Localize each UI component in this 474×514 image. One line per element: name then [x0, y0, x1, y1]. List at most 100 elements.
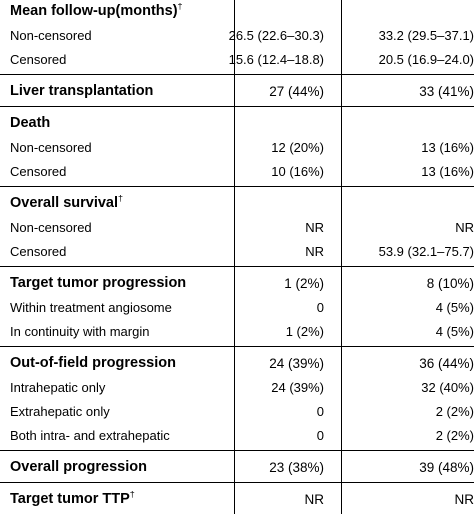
footnote-marker: † [129, 491, 135, 500]
row-label: Mean follow-up(months) [10, 3, 178, 19]
group2-value-cell: 36 (44%) [419, 355, 474, 371]
group2-value-cell: 4 (5%) [435, 299, 474, 315]
row-label: Non-censored [10, 27, 92, 43]
table-row-header: Liver transplantation 27 (44%) 33 (41%) [0, 79, 474, 103]
table-row: Extrahepatic only 0 2 (2%) [0, 399, 474, 423]
row-label: Extrahepatic only [10, 403, 110, 419]
table-row: Intrahepatic only 24 (39%) 32 (40%) [0, 375, 474, 399]
group2-value-cell: 2 (2%) [435, 427, 474, 443]
table-row: Non-censored 26.5 (22.6–30.3) 33.2 (29.5–3… [0, 23, 474, 47]
group1-value-cell: 26.5 (22.6–30.3) [228, 27, 324, 43]
row-label: Censored [10, 243, 67, 259]
row-label: Non-censored [10, 219, 92, 235]
row-label-cell: Non-censored [0, 28, 224, 43]
table-section: Death Non-censored 12 (20%) 13 (16%) Censore… [0, 106, 474, 186]
group1-value-cell: 1 (2%) [285, 323, 324, 339]
group2-value-cell: NR [454, 491, 474, 507]
row-label-cell: Non-censored [0, 140, 224, 155]
row-label-cell: Intrahepatic only [0, 380, 224, 395]
footnote-marker: † [118, 195, 124, 204]
table-section: Overall progression 23 (38%) 39 (48%) [0, 450, 474, 482]
table-section: Out-of-field progression 24 (39%) 36 (44%)… [0, 346, 474, 450]
row-label: Both intra- and extrahepatic [10, 427, 170, 443]
row-label-cell: Non-censored [0, 220, 224, 235]
row-label-cell: Both intra- and extrahepatic [0, 428, 224, 443]
group2-value-cell: 20.5 (16.9–24.0) [378, 51, 474, 67]
row-label: Censored [10, 163, 67, 179]
row-label: Liver transplantation [10, 83, 154, 99]
row-label-cell: Target tumor progression [0, 275, 224, 291]
row-label-cell: Target tumor TTP† [0, 491, 224, 507]
table-section: Target tumor progression 1 (2%) 8 (10%) Wit… [0, 266, 474, 346]
row-label: Target tumor progression [10, 275, 187, 291]
row-label: In continuity with margin [10, 323, 150, 339]
table-row-header: Target tumor TTP† NR NR [0, 487, 474, 511]
group2-value-cell: 33 (41%) [419, 83, 474, 99]
group1-value-cell: 0 [316, 403, 324, 419]
row-label-cell: Within treatment angiosome [0, 300, 224, 315]
footnote-marker: † [177, 3, 183, 12]
row-label: Non-censored [10, 139, 92, 155]
table-row: Non-censored 12 (20%) 13 (16%) [0, 135, 474, 159]
group2-value-cell: 39 (48%) [419, 459, 474, 475]
table-section: Liver transplantation 27 (44%) 33 (41%) [0, 74, 474, 106]
row-label-cell: Out-of-field progression [0, 355, 224, 371]
table-row-header: Mean follow-up(months)† [0, 0, 474, 23]
row-label: Censored [10, 51, 67, 67]
group1-value-cell: 24 (39%) [269, 355, 324, 371]
table-row: Censored 15.6 (12.4–18.8) 20.5 (16.9–24.0) [0, 47, 474, 71]
row-label: Within treatment angiosome [10, 299, 172, 315]
table-row-header: Overall progression 23 (38%) 39 (48%) [0, 455, 474, 479]
table-row-header: Overall survival† [0, 191, 474, 215]
group2-value-cell: 8 (10%) [426, 275, 474, 291]
table-row: Both intra- and extrahepatic 0 2 (2%) [0, 423, 474, 447]
row-label-cell: Death [0, 115, 224, 131]
table-row: Within treatment angiosome 0 4 (5%) [0, 295, 474, 319]
group2-value-cell: 4 (5%) [435, 323, 474, 339]
group1-value-cell: 24 (39%) [271, 379, 324, 395]
row-label-cell: Liver transplantation [0, 83, 224, 99]
group1-value-cell: 0 [316, 299, 324, 315]
group1-value-cell: 23 (38%) [269, 459, 324, 475]
column-divider [234, 0, 235, 514]
column-divider [341, 0, 342, 514]
row-label-cell: Extrahepatic only [0, 404, 224, 419]
group2-value-cell: 32 (40%) [421, 379, 474, 395]
table-section: Mean follow-up(months)† Non-censored 26.5 … [0, 0, 474, 74]
group1-value-cell: NR [305, 219, 324, 235]
table-row: In continuity with margin 1 (2%) 4 (5%) [0, 319, 474, 343]
group1-value-cell: NR [305, 243, 324, 259]
table-row: Non-censored NR NR [0, 215, 474, 239]
group2-value-cell: 53.9 (32.1–75.7) [378, 243, 474, 259]
row-label: Intrahepatic only [10, 379, 106, 395]
group2-value-cell: 2 (2%) [435, 403, 474, 419]
row-label-cell: Overall progression [0, 459, 224, 475]
group1-value-cell: 27 (44%) [269, 83, 324, 99]
group1-value-cell: 15.6 (12.4–18.8) [228, 51, 324, 67]
row-label: Overall survival [10, 195, 119, 211]
table-row-header: Out-of-field progression 24 (39%) 36 (44%) [0, 351, 474, 375]
group2-value-cell: 33.2 (29.5–37.1) [378, 27, 474, 43]
group2-value-cell: NR [455, 219, 474, 235]
group2-value-cell: 13 (16%) [421, 163, 474, 179]
row-label-cell: Overall survival† [0, 195, 224, 211]
group1-value-cell: 12 (20%) [271, 139, 324, 155]
row-label: Overall progression [10, 459, 147, 475]
table-row-header: Target tumor progression 1 (2%) 8 (10%) [0, 271, 474, 295]
group1-value-cell: 0 [316, 427, 324, 443]
row-label-cell: Censored [0, 164, 224, 179]
row-label: Out-of-field progression [10, 355, 176, 371]
table-row: Censored 10 (16%) 13 (16%) [0, 159, 474, 183]
table-section: Overall survival† Non-censored NR NR Censore… [0, 186, 474, 266]
row-label-cell: In continuity with margin [0, 324, 224, 339]
group1-value-cell: 1 (2%) [284, 275, 324, 291]
row-label: Target tumor TTP [10, 491, 130, 507]
row-label-cell: Censored [0, 52, 224, 67]
group1-value-cell: NR [304, 491, 325, 507]
table-row: Censored NR 53.9 (32.1–75.7) [0, 239, 474, 263]
group2-value-cell: 13 (16%) [421, 139, 474, 155]
table-section: Target tumor TTP† NR NR [0, 482, 474, 514]
row-label: Death [10, 115, 51, 131]
row-label-cell: Mean follow-up(months)† [0, 3, 224, 19]
